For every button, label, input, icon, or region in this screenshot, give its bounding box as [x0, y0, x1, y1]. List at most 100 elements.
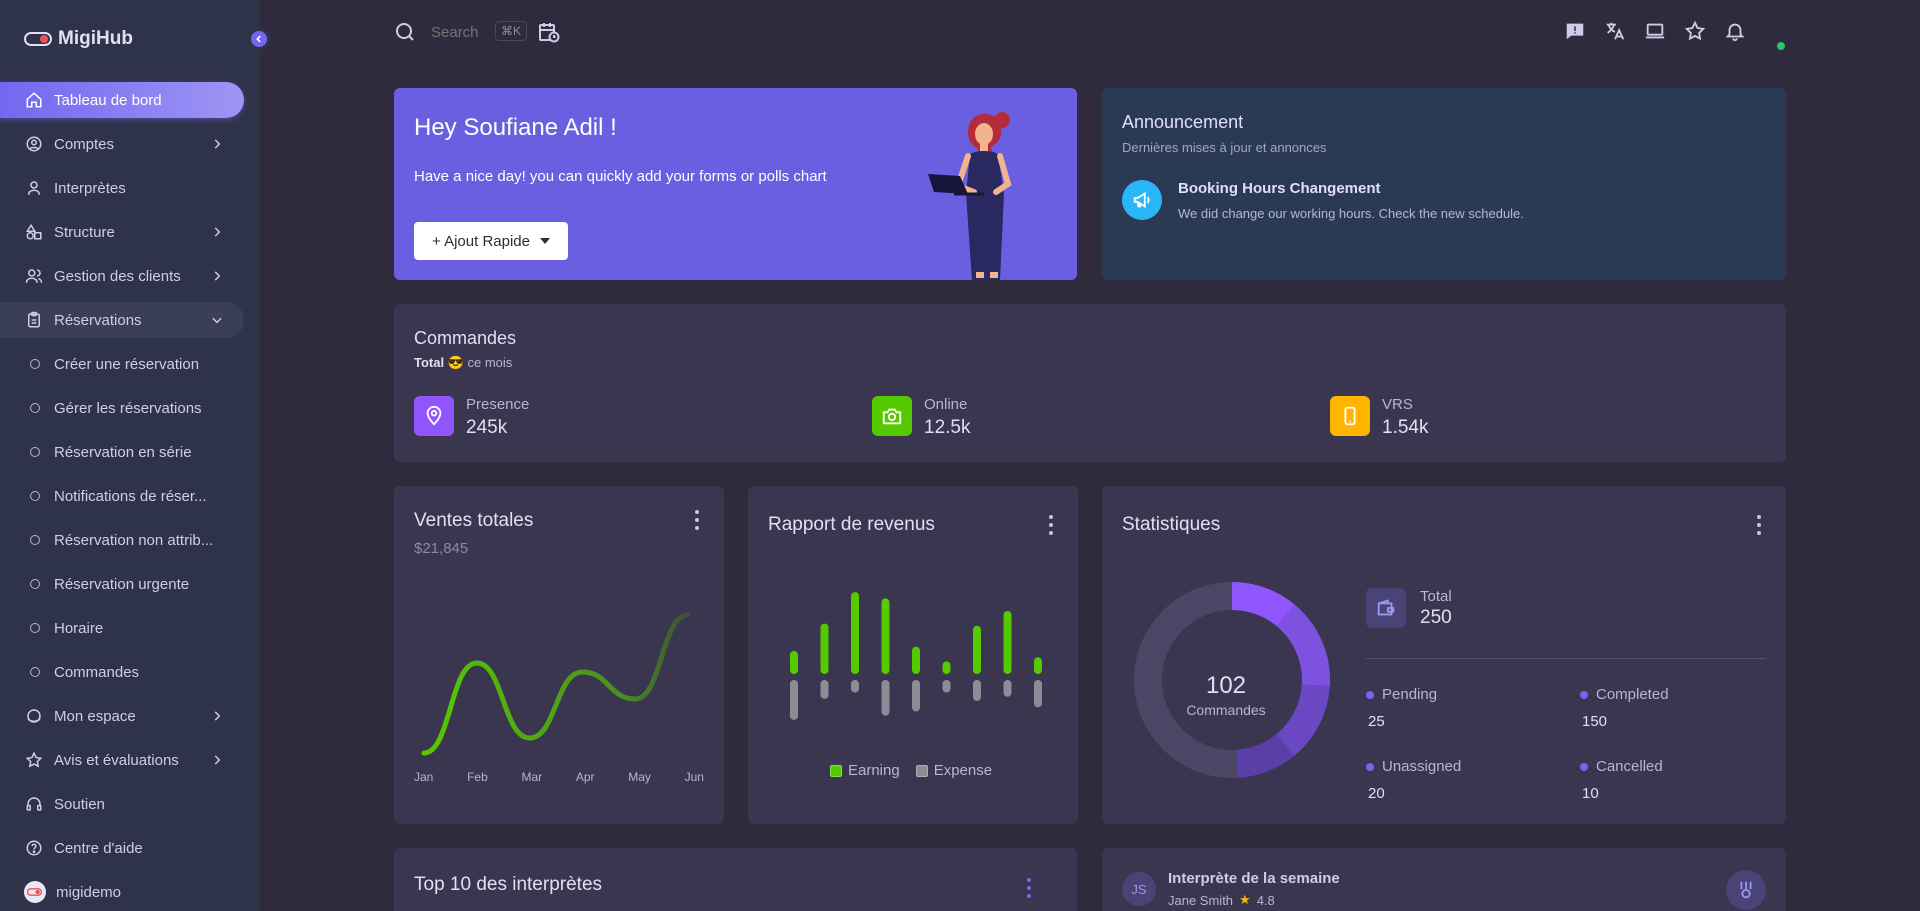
expense-bar — [851, 680, 859, 693]
sidebar-item-structure[interactable]: Structure — [0, 214, 244, 250]
user-icon — [24, 178, 44, 198]
star-outline-icon[interactable] — [1684, 20, 1706, 42]
status-value: 20 — [1368, 785, 1385, 802]
sidebar-subitem-orders[interactable]: Commandes — [0, 654, 240, 690]
legend-label: Earning — [848, 762, 900, 779]
quick-add-label: + Ajout Rapide — [432, 232, 530, 250]
sidebar-item-mon-espace[interactable]: Mon espace — [0, 698, 244, 734]
donut-center-value: 102 — [1205, 672, 1247, 699]
status-label: Pending — [1382, 686, 1438, 703]
status-unassigned: Unassigned 20 — [1366, 758, 1461, 802]
calendar-clock-icon[interactable] — [537, 20, 561, 49]
circle-icon — [30, 491, 40, 501]
app-logo[interactable]: MigiHub — [24, 28, 133, 50]
sidebar-item-comptes[interactable]: Comptes — [0, 126, 244, 162]
sidebar-item-label: Mon espace — [54, 707, 136, 725]
statistics-card: Statistiques 102 Commandes Total 250 Pen… — [1102, 486, 1786, 824]
smartphone-icon — [1330, 396, 1370, 436]
status-value: 10 — [1582, 785, 1599, 802]
search-input[interactable] — [431, 20, 491, 44]
sidebar-subitem-notifications[interactable]: Notifications de réser... — [0, 478, 240, 514]
kebab-menu-icon[interactable] — [1026, 878, 1032, 898]
expense-bar — [973, 680, 981, 701]
sidebar-collapse-button[interactable] — [248, 28, 270, 50]
x-tick-label: Apr — [575, 770, 595, 784]
kebab-menu-icon[interactable] — [1048, 515, 1054, 535]
sidebar-subitem-urgent[interactable]: Réservation urgente — [0, 566, 240, 602]
earning-bar — [942, 661, 951, 674]
online-status-dot — [1777, 42, 1785, 50]
sidebar-item-soutien[interactable]: Soutien — [0, 786, 244, 822]
statistics-donut-chart — [1134, 582, 1330, 778]
legend-item-expense[interactable]: Expense — [915, 762, 992, 779]
sidebar-subitem-label: Réservation urgente — [54, 575, 190, 593]
sidebar-subitem-schedule[interactable]: Horaire — [0, 610, 240, 646]
status-dot — [1366, 690, 1374, 699]
logo-icon — [24, 32, 52, 46]
topbar-actions — [1564, 20, 1746, 42]
bell-icon[interactable] — [1724, 20, 1746, 42]
top10-card: Top 10 des interprètes — [394, 848, 1077, 911]
circle-icon — [30, 403, 40, 413]
sidebar-subitem-label: Gérer les réservations — [54, 399, 202, 417]
status-dot — [1580, 690, 1588, 699]
sidebar-item-clients[interactable]: Gestion des clients — [0, 258, 244, 294]
sidebar-item-account[interactable]: migidemo — [0, 874, 244, 910]
search-icon[interactable] — [393, 20, 417, 49]
circle-icon — [30, 623, 40, 633]
legend-item-earning[interactable]: Earning — [830, 762, 900, 779]
sidebar-nav: Tableau de bord Comptes Interprètes Stru… — [0, 82, 260, 911]
sidebar-item-dashboard[interactable]: Tableau de bord — [0, 82, 244, 118]
stat-presence: Presence 245k — [414, 396, 529, 439]
stat-value: 1.54k — [1382, 417, 1429, 438]
earning-bar — [1003, 611, 1012, 674]
sidebar-subitem-manage-reservations[interactable]: Gérer les réservations — [0, 390, 240, 426]
earning-bar — [973, 625, 981, 674]
sales-series-line — [421, 612, 691, 756]
announcement-item-title[interactable]: Booking Hours Changement — [1178, 180, 1381, 197]
earning-bar — [881, 598, 890, 674]
translate-icon[interactable] — [1604, 20, 1626, 42]
status-label: Cancelled — [1596, 758, 1663, 775]
sidebar-item-label: Avis et évaluations — [54, 751, 179, 769]
quick-add-button[interactable]: + Ajout Rapide — [414, 222, 568, 260]
status-completed: Completed 150 — [1580, 686, 1669, 730]
expense-bar — [881, 680, 890, 716]
announcement-title: Announcement — [1122, 112, 1244, 132]
sidebar-item-reservations[interactable]: Réservations — [0, 302, 244, 338]
stat-vrs: VRS 1.54k — [1330, 396, 1428, 439]
sidebar-subitem-create-reservation[interactable]: Créer une réservation — [0, 346, 240, 382]
sidebar-item-avis[interactable]: Avis et évaluations — [0, 742, 244, 778]
stat-value: 12.5k — [924, 417, 971, 438]
kebab-menu-icon[interactable] — [694, 510, 700, 530]
caret-down-icon — [540, 238, 550, 244]
total-summary: Total 250 — [1366, 588, 1452, 629]
announcement-item-text: We did change our working hours. Check t… — [1178, 206, 1524, 221]
wallet-icon — [1366, 588, 1406, 628]
sidebar: MigiHub Tableau de bord Comptes Interprè… — [0, 0, 260, 911]
feedback-icon[interactable] — [1564, 20, 1586, 42]
sales-x-axis: Jan Feb Mar Apr May Jun — [414, 770, 704, 784]
circle-icon — [30, 667, 40, 677]
users-icon — [24, 266, 44, 286]
sidebar-subitem-unassigned[interactable]: Réservation non attrib... — [0, 522, 240, 558]
stat-online: Online 12.5k — [872, 396, 970, 439]
expense-bar — [942, 680, 951, 693]
divider — [1366, 658, 1766, 659]
sidebar-subitem-series-reservation[interactable]: Réservation en série — [0, 434, 240, 470]
megaphone-icon — [1122, 180, 1162, 220]
earning-bar — [1034, 657, 1042, 674]
earning-bar — [851, 592, 859, 674]
sidebar-subitem-label: Commandes — [54, 663, 140, 681]
status-pending: Pending 25 — [1366, 686, 1437, 730]
sidebar-item-interpretes[interactable]: Interprètes — [0, 170, 244, 206]
earning-bar — [790, 650, 798, 674]
status-cancelled: Cancelled 10 — [1580, 758, 1663, 802]
x-tick-label: Feb — [467, 770, 488, 784]
donut-slice-completed — [1134, 582, 1330, 778]
kebab-menu-icon[interactable] — [1756, 515, 1762, 535]
sidebar-item-help-center[interactable]: Centre d'aide — [0, 830, 244, 866]
chevron-left-icon — [256, 35, 261, 43]
laptop-icon[interactable] — [1644, 20, 1666, 42]
sidebar-item-label: Interprètes — [54, 179, 126, 197]
